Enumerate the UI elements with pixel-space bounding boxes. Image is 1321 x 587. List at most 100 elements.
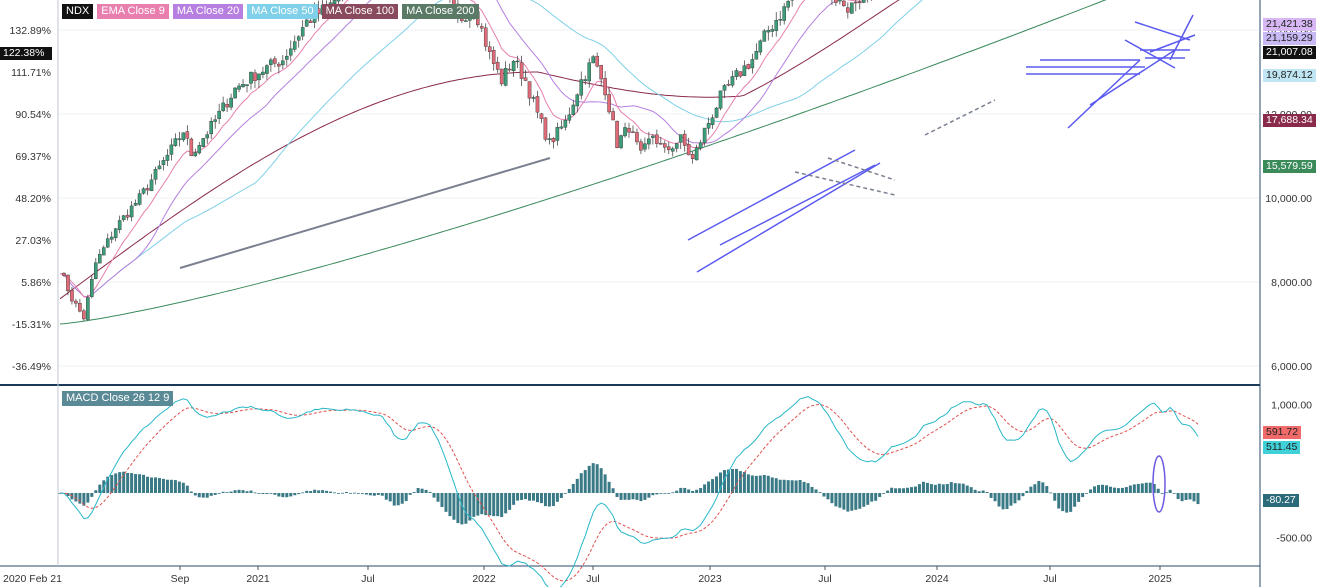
candle-body	[464, 20, 468, 22]
macd-hist-bar	[1196, 493, 1200, 505]
candle-body	[288, 48, 293, 56]
candle	[551, 137, 556, 149]
macd-hist-bar	[583, 470, 587, 493]
macd-hist-bar	[969, 487, 973, 493]
macd-hist-bar	[142, 474, 146, 493]
left-axis-label: 132.89%	[10, 25, 51, 37]
candle	[205, 131, 210, 144]
macd-hist-bar	[830, 493, 834, 504]
legend-macd[interactable]: MACD Close 26 12 9	[62, 391, 174, 406]
candle-body	[734, 70, 739, 77]
candle	[483, 23, 488, 52]
legend-ema9[interactable]: EMA Close 9	[97, 4, 169, 19]
candle	[583, 75, 588, 85]
candle	[66, 274, 70, 296]
candle-body	[201, 138, 206, 147]
candle	[495, 56, 500, 73]
macd-hist-bar	[746, 474, 750, 493]
macd-hist-bar	[404, 493, 408, 502]
macd-hist-bar	[551, 493, 555, 507]
candle	[619, 134, 623, 150]
candle-body	[686, 144, 691, 156]
candle-body	[623, 127, 627, 137]
macd-hist-bar	[742, 472, 746, 493]
macd-hist-bar	[241, 490, 245, 493]
candle-body	[758, 40, 763, 53]
macd-hist-bar	[169, 479, 173, 493]
macd-hist-bar	[898, 488, 902, 493]
macd-hist-bar	[1089, 489, 1093, 493]
candle-body	[595, 55, 599, 67]
macd-hist-bar	[695, 489, 699, 493]
macd-hist-bar	[532, 493, 536, 501]
candle	[519, 55, 524, 86]
macd-hist-bar	[468, 493, 472, 521]
candle	[867, 0, 869, 3]
macd-hist-bar	[86, 493, 90, 503]
candle-body	[706, 123, 711, 129]
macd-hist-bar	[325, 490, 329, 493]
macd-hist-bar	[1124, 487, 1128, 493]
candle	[698, 139, 703, 151]
macd-hist-bar	[878, 493, 882, 497]
macd-hist-bar	[985, 491, 989, 493]
candle-body	[567, 114, 572, 121]
candle	[774, 12, 779, 37]
macd-hist-bar	[675, 490, 679, 493]
macd-hist-bar	[221, 491, 225, 493]
macd-hist-bar	[965, 485, 969, 493]
candle-body	[74, 300, 78, 304]
candle	[734, 68, 739, 80]
macd-hist-bar	[615, 493, 619, 497]
legend-ma50[interactable]: MA Close 50	[247, 4, 318, 19]
macd-hist-bar	[428, 491, 432, 493]
candle	[70, 287, 74, 305]
macd-hist-bar	[1144, 482, 1148, 493]
macd-hist-bar	[917, 484, 921, 493]
legend-ma100[interactable]: MA Close 100	[321, 4, 399, 19]
x-axis-label: Jul	[1043, 573, 1056, 585]
candle-body	[543, 117, 548, 140]
candle-body	[300, 27, 305, 37]
candle	[718, 90, 723, 111]
candle-body	[78, 302, 82, 312]
macd-hist-bar	[436, 493, 440, 502]
macd-hist-bar	[197, 493, 201, 498]
candle	[125, 209, 130, 221]
candle-body	[285, 55, 289, 60]
macd-tag-signal: 591.72	[1263, 426, 1302, 439]
macd-hist-bar	[1061, 493, 1065, 512]
candle-body	[850, 2, 854, 14]
legend-ma200[interactable]: MA Close 200	[402, 4, 479, 19]
candle-body	[113, 228, 118, 238]
candle-body	[82, 310, 86, 320]
candle	[575, 93, 580, 113]
macd-hist-bar	[1001, 493, 1005, 510]
candle-body	[690, 154, 695, 160]
candle-body	[639, 141, 643, 151]
macd-hist-bar	[217, 493, 221, 494]
macd-hist-bar	[627, 493, 631, 500]
legend-ndx[interactable]: NDX	[62, 4, 94, 19]
macd-hist-bar	[1033, 484, 1037, 493]
candle	[559, 120, 564, 130]
candle-body	[117, 220, 122, 230]
macd-hist-bar	[890, 487, 894, 493]
candle-body	[750, 59, 755, 69]
macd-hist-bar	[261, 493, 265, 494]
legend-ma20[interactable]: MA Close 20	[172, 4, 244, 19]
candle-body	[666, 146, 671, 151]
candle	[145, 184, 150, 196]
macd-hist-bar	[249, 490, 253, 493]
macd-hist-bar	[165, 479, 169, 493]
ma100-line	[59, 0, 900, 300]
trendline	[179, 157, 551, 269]
candle-body	[479, 26, 484, 29]
macd-hist-bar	[579, 473, 583, 493]
candle	[449, 0, 451, 3]
candle-body	[229, 97, 233, 108]
macd-hist-bar	[679, 487, 683, 493]
candle-body	[659, 142, 663, 145]
candle	[269, 57, 273, 72]
